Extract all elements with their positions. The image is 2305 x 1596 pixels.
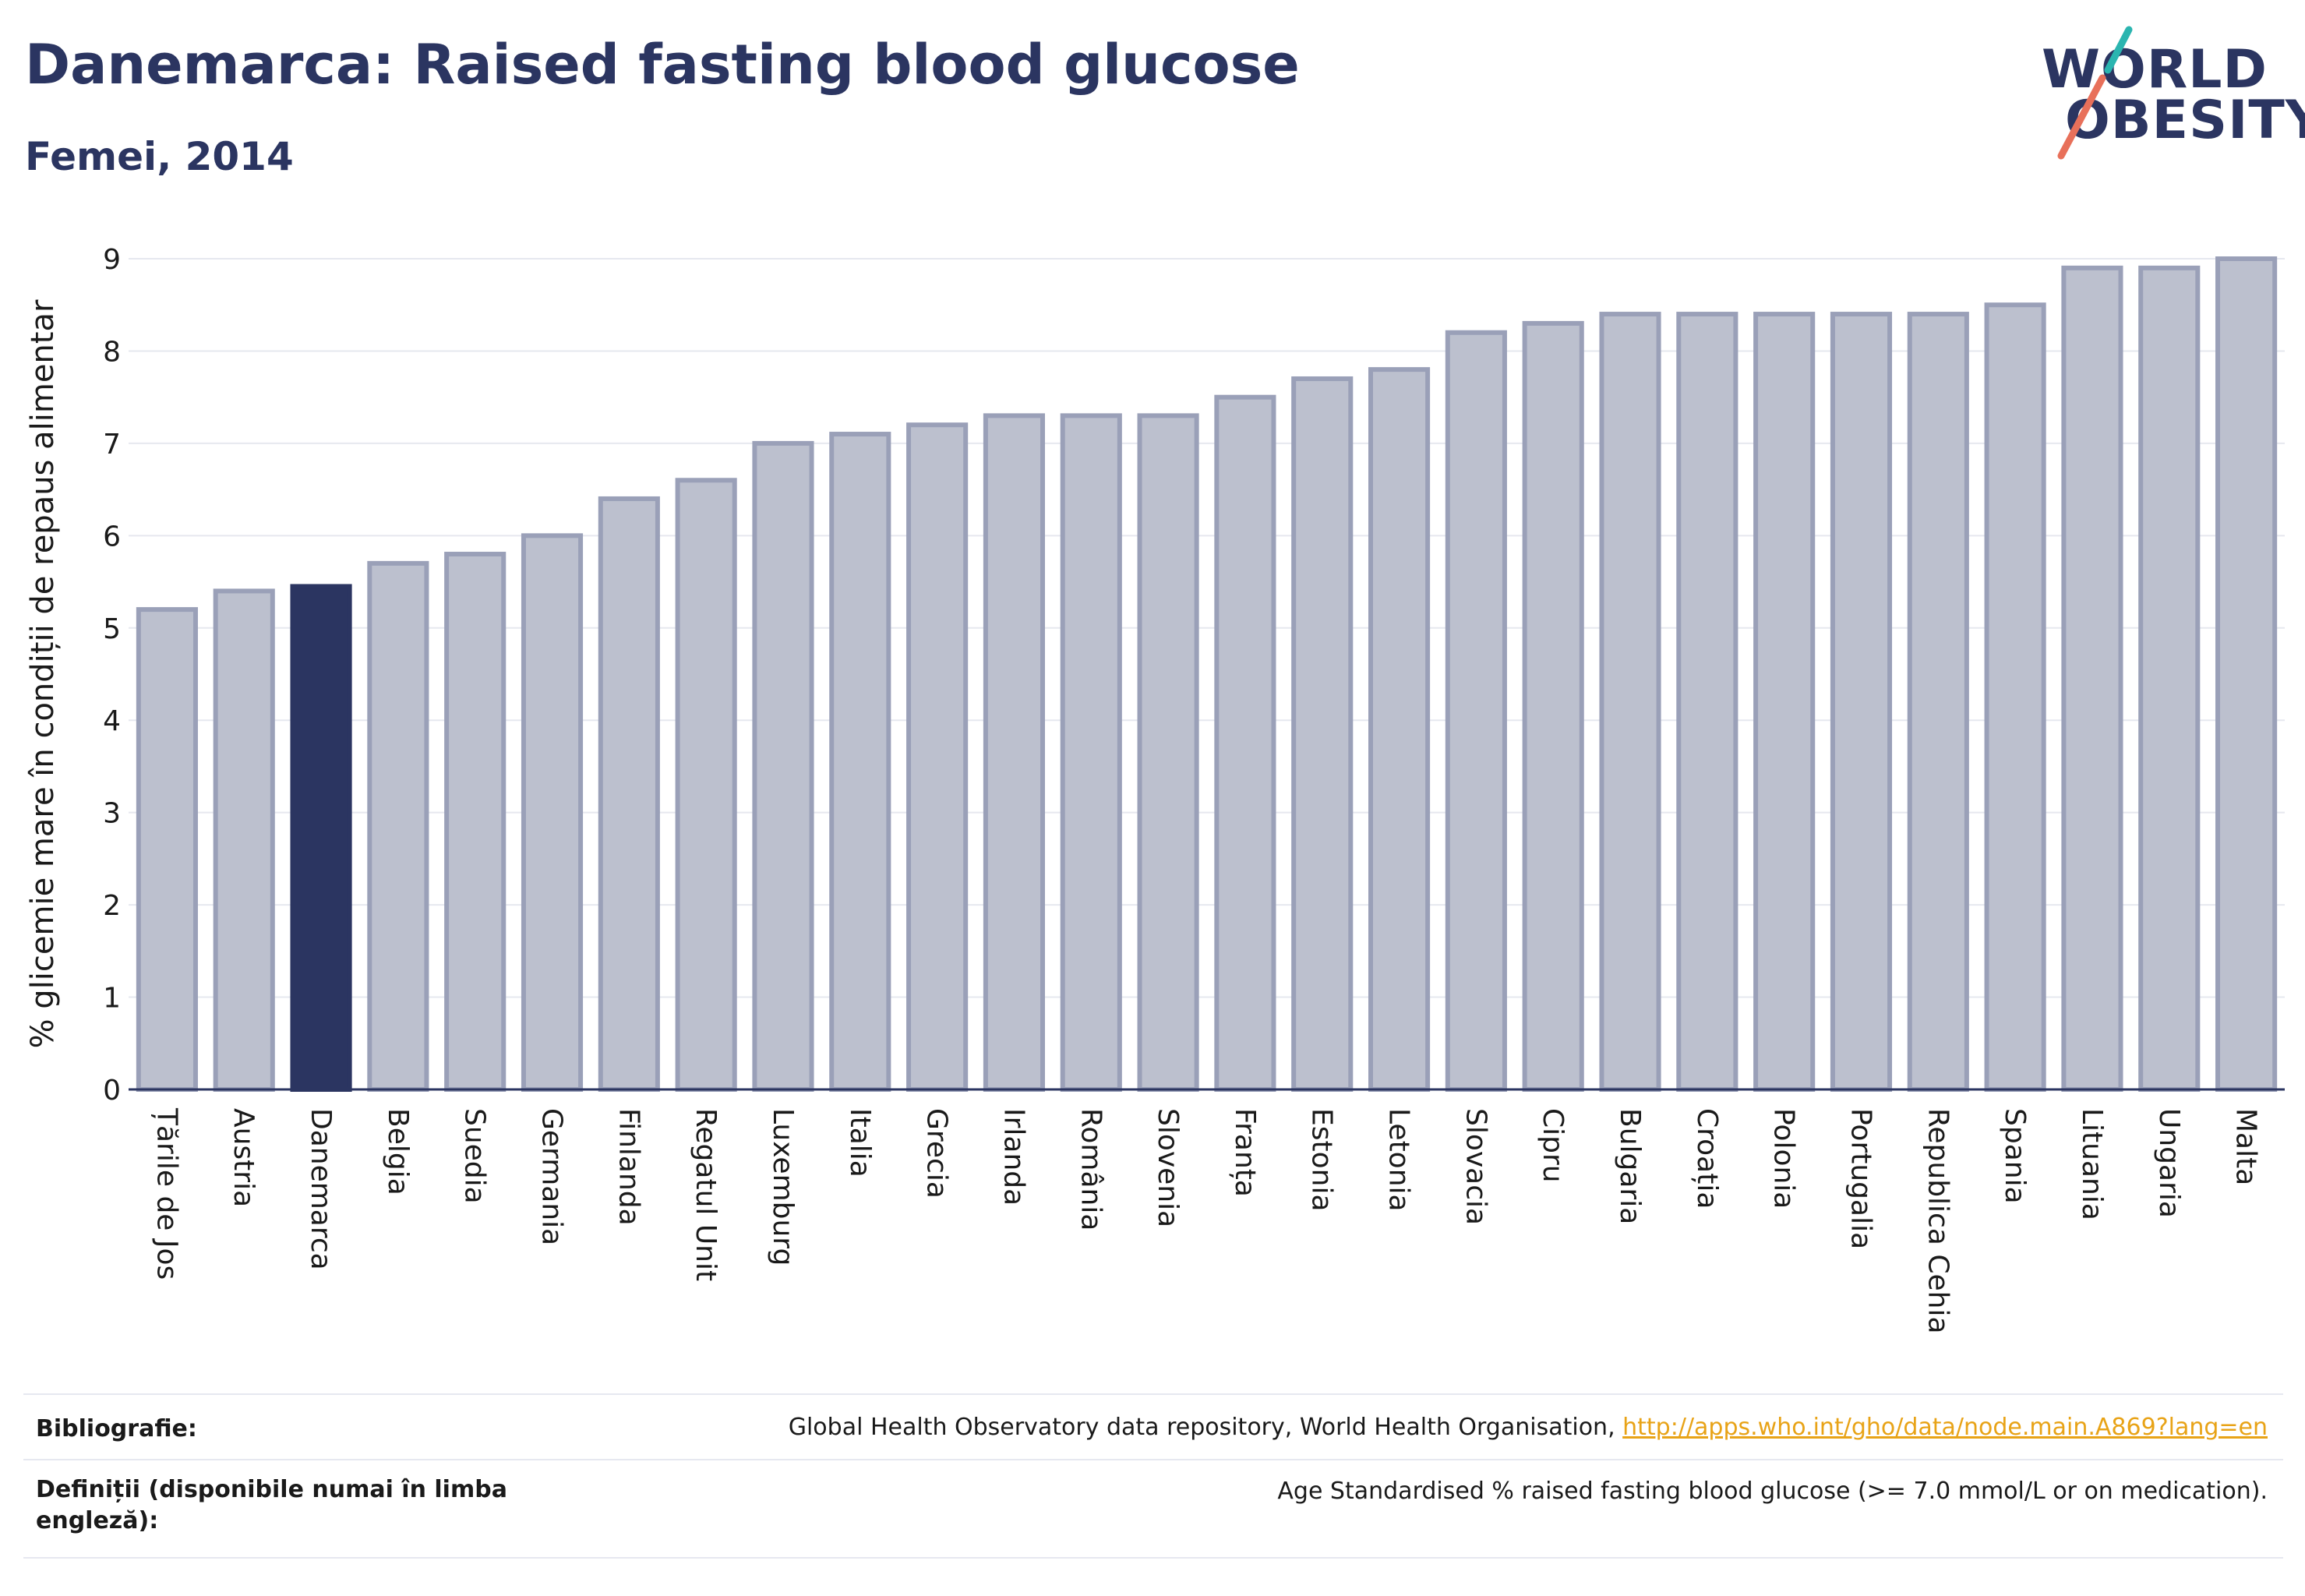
bar xyxy=(1599,312,1661,1093)
x-axis-labels: Țările de Jos Austria Danemarca Belgia Suedi… xyxy=(150,1107,2261,1334)
bar xyxy=(1368,367,1431,1092)
bibliography-label: Bibliografie: xyxy=(36,1415,197,1442)
x-tick-label: Finlanda xyxy=(612,1108,644,1226)
bar xyxy=(367,560,429,1093)
y-tick-label: 3 xyxy=(103,798,121,830)
bar xyxy=(675,478,737,1092)
bar xyxy=(1291,376,1354,1092)
x-tick-label: Polonia xyxy=(1768,1108,1800,1209)
bars xyxy=(136,256,2278,1093)
x-tick-label: Luxemburg xyxy=(767,1108,799,1266)
bar xyxy=(213,588,275,1092)
x-tick-label: Regatul Unit xyxy=(690,1108,722,1281)
x-tick-label: Cipru xyxy=(1537,1108,1569,1183)
x-tick-label: Bulgaria xyxy=(1614,1108,1646,1224)
bar xyxy=(1676,312,1738,1093)
bar xyxy=(829,432,891,1092)
x-tick-label: Germania xyxy=(536,1108,568,1245)
x-tick-label: Republica Cehia xyxy=(1922,1108,1954,1334)
bibliography-link[interactable]: http://apps.who.int/gho/data/node.main.A… xyxy=(1622,1414,2268,1441)
y-tick-label: 6 xyxy=(103,521,121,553)
bar xyxy=(2061,265,2123,1092)
x-tick-label: Malta xyxy=(2230,1108,2262,1185)
definitions-value: Age Standardised % raised fasting blood … xyxy=(1277,1478,2268,1505)
logo-word-world: WORLD xyxy=(2042,39,2268,101)
bar xyxy=(1830,312,1893,1093)
logo-slash-icon xyxy=(2057,26,2133,160)
x-tick-label: Danemarca xyxy=(305,1108,337,1270)
x-tick-label: Suedia xyxy=(459,1108,491,1204)
world-obesity-logo: WORLD OBESITY xyxy=(2034,23,2305,164)
x-tick-label: Croația xyxy=(1691,1108,1723,1209)
y-axis-ticks: 0 1 2 3 4 5 6 7 8 9 xyxy=(103,244,121,1107)
y-tick-label: 0 xyxy=(103,1075,121,1107)
y-tick-label: 2 xyxy=(103,890,121,922)
bar xyxy=(1753,312,1816,1093)
x-tick-label: Grecia xyxy=(921,1108,953,1199)
x-tick-label: Țările de Jos xyxy=(150,1107,182,1280)
x-tick-label: Spania xyxy=(1999,1108,2031,1204)
x-tick-label: Slovenia xyxy=(1152,1108,1184,1227)
bar xyxy=(444,552,507,1092)
bar xyxy=(2138,265,2201,1092)
x-tick-label: Franța xyxy=(1229,1108,1261,1197)
bar xyxy=(906,422,969,1092)
x-tick-label: Belgia xyxy=(382,1108,414,1195)
page-subtitle: Femei, 2014 xyxy=(25,134,294,179)
y-tick-label: 4 xyxy=(103,705,121,737)
x-tick-label: Estonia xyxy=(1306,1108,1338,1212)
x-tick-label: Austria xyxy=(228,1108,259,1207)
y-axis-label: % glicemie mare în condiții de repaus al… xyxy=(25,299,61,1048)
bar xyxy=(1214,394,1276,1092)
bibliography-text: Global Health Observatory data repositor… xyxy=(788,1414,1623,1441)
definitions-row: Definiții (disponibile numai în limba en… xyxy=(23,1459,2283,1559)
bar xyxy=(1060,413,1122,1093)
bar xyxy=(1137,413,1199,1093)
x-tick-label: Irlanda xyxy=(997,1108,1029,1206)
bibliography-row: Bibliografie: Global Health Observatory … xyxy=(23,1393,2283,1459)
x-tick-label: Lituania xyxy=(2076,1108,2108,1220)
y-tick-label: 1 xyxy=(103,983,121,1015)
x-tick-label: Portugalia xyxy=(1844,1108,1876,1249)
bar xyxy=(136,607,198,1092)
bar xyxy=(1907,312,1969,1093)
bar xyxy=(2215,256,2278,1092)
bar xyxy=(1984,302,2046,1092)
page-title: Danemarca: Raised fasting blood glucose xyxy=(25,33,1300,97)
definitions-label: Definiții (disponibile numai în limba en… xyxy=(36,1476,507,1534)
x-tick-label: Letonia xyxy=(1383,1108,1415,1212)
bar xyxy=(1522,320,1584,1092)
x-tick-label: Slovacia xyxy=(1460,1108,1491,1225)
y-tick-label: 8 xyxy=(103,336,121,368)
x-tick-label: România xyxy=(1075,1108,1107,1231)
bar xyxy=(521,533,584,1093)
bar xyxy=(983,413,1046,1093)
x-tick-label: Ungaria xyxy=(2153,1108,2185,1218)
x-tick-label: Italia xyxy=(844,1108,876,1178)
y-tick-label: 7 xyxy=(103,429,121,461)
y-tick-label: 5 xyxy=(103,613,121,645)
bar-chart: 0 1 2 3 4 5 6 7 8 9 Țările de Jos Austria Danemarca… xyxy=(25,244,2285,1334)
bar-highlighted xyxy=(290,584,352,1092)
y-tick-label: 9 xyxy=(103,244,121,276)
bibliography-value: Global Health Observatory data repositor… xyxy=(789,1414,2268,1441)
bar xyxy=(1445,330,1507,1092)
bar xyxy=(752,440,814,1092)
logo-word-obesity: OBESITY xyxy=(2065,90,2305,151)
bar xyxy=(598,496,660,1092)
